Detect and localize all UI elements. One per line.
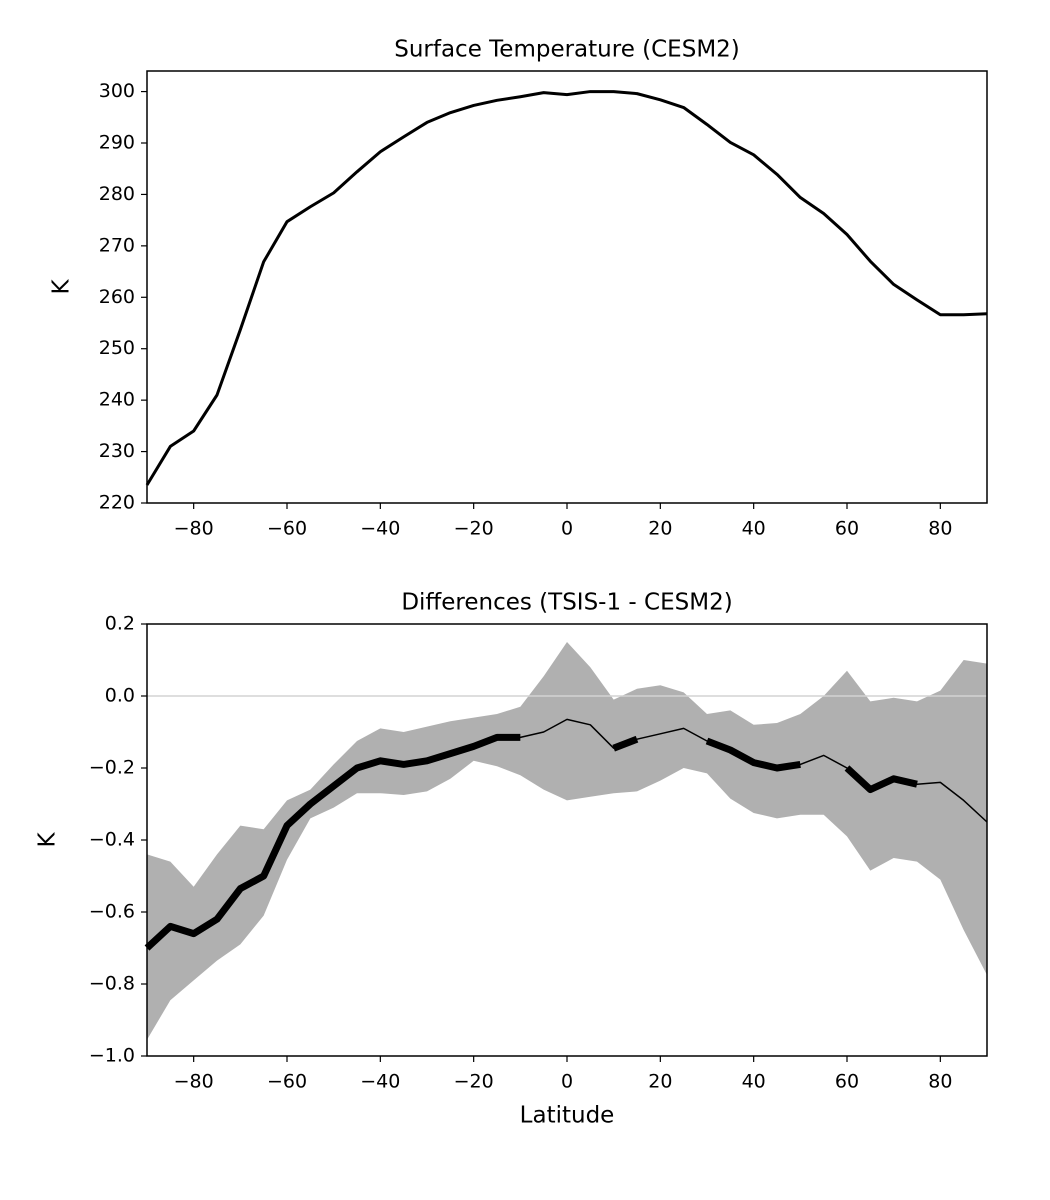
- x-tick-label: 0: [561, 518, 573, 540]
- x-tick-label: 0: [561, 1071, 573, 1093]
- y-tick-label: −0.6: [89, 901, 135, 923]
- significant-line: [612, 735, 639, 752]
- significant-line: [844, 765, 918, 794]
- chart-title: Differences (TSIS-1 - CESM2): [401, 590, 732, 616]
- x-tick-label: −60: [267, 1071, 307, 1093]
- y-tick-label: −1.0: [89, 1045, 135, 1067]
- y-tick-label: −0.2: [89, 757, 135, 779]
- significant-line: [705, 737, 801, 772]
- y-tick-label: 240: [99, 389, 135, 411]
- x-tick-label: −40: [360, 518, 400, 540]
- significant-line: [144, 733, 521, 951]
- y-tick-label: 290: [99, 132, 135, 154]
- chart-title: Surface Temperature (CESM2): [394, 37, 740, 63]
- x-tick-label: −20: [454, 1071, 494, 1093]
- x-tick-label: 40: [742, 1071, 766, 1093]
- x-tick-label: −40: [360, 1071, 400, 1093]
- y-tick-label: 230: [99, 440, 135, 462]
- data-line: [145, 90, 988, 486]
- y-tick-label: 220: [99, 492, 135, 514]
- axes-frame: [146, 70, 988, 504]
- confidence-band: [147, 642, 987, 1040]
- x-tick-label: −80: [174, 518, 214, 540]
- x-tick-label: 20: [648, 1071, 672, 1093]
- x-tick-label: −80: [174, 1071, 214, 1093]
- y-tick-label: 280: [99, 183, 135, 205]
- x-tick-label: −60: [267, 518, 307, 540]
- y-tick-label: 260: [99, 286, 135, 308]
- y-tick-label: 0.0: [105, 685, 135, 707]
- x-axis-label: Latitude: [520, 1103, 615, 1129]
- y-tick-label: 0.2: [105, 613, 135, 635]
- x-tick-label: 40: [742, 518, 766, 540]
- x-tick-label: 80: [928, 1071, 952, 1093]
- y-tick-label: 250: [99, 337, 135, 359]
- y-tick-label: −0.4: [89, 829, 135, 851]
- x-tick-label: 60: [835, 1071, 859, 1093]
- y-axis-label: K: [35, 832, 61, 848]
- x-tick-label: 60: [835, 518, 859, 540]
- x-tick-label: 80: [928, 518, 952, 540]
- y-tick-label: 270: [99, 234, 135, 256]
- y-axis-label: K: [49, 279, 75, 295]
- y-tick-label: −0.8: [89, 973, 135, 995]
- x-tick-label: −20: [454, 518, 494, 540]
- y-tick-label: 300: [99, 80, 135, 102]
- x-tick-label: 20: [648, 518, 672, 540]
